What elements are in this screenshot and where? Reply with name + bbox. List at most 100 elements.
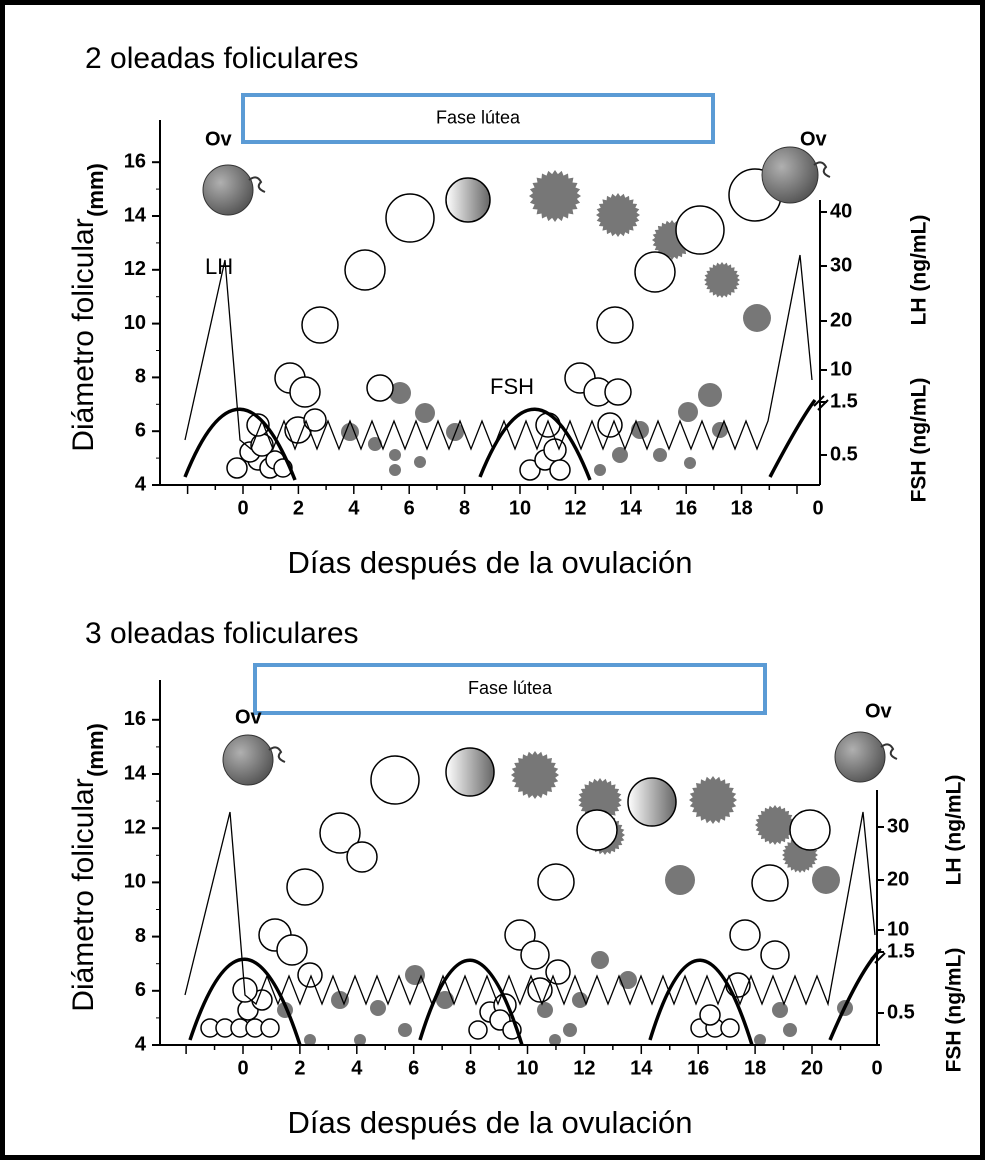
follicle	[385, 193, 435, 243]
panel: 2 oleadas foliculares Fase lútea Ov Ov LH FSH…	[67, 42, 931, 580]
x-tick-label: 14	[620, 497, 643, 519]
right-tick-label: 0.5	[830, 443, 858, 465]
follicle	[370, 755, 420, 805]
ovulation-mark	[880, 743, 898, 760]
right-tick-label: 20	[887, 868, 909, 890]
fsh-curve	[768, 398, 817, 478]
follicle	[675, 205, 725, 255]
fsh-curve	[478, 407, 592, 481]
x-tick-label: 6	[404, 497, 415, 519]
ovulation-label: Ov	[800, 128, 828, 150]
corpus-luteum	[596, 193, 640, 237]
ovulation-mark	[268, 746, 286, 763]
ovulating-follicle	[761, 146, 819, 204]
follicle	[535, 412, 561, 438]
right-tick-label: 40	[830, 200, 852, 222]
phase-box	[253, 663, 767, 715]
follicle	[246, 413, 270, 437]
regressing-follicle	[594, 464, 606, 476]
follicle	[545, 959, 571, 985]
x-tick-label: 10	[516, 1057, 538, 1079]
dominant-follicle	[627, 777, 677, 827]
y-tick-label: 14	[124, 762, 147, 784]
x-tick-label: 2	[294, 1057, 305, 1079]
x-tick-label: 8	[459, 497, 470, 519]
x-tick-label: 20	[801, 1057, 823, 1079]
regressing-follicle	[653, 448, 667, 462]
y-axis-unit: (mm)	[83, 723, 108, 777]
follicle	[260, 1018, 280, 1038]
y-tick-label: 16	[124, 708, 146, 730]
x-tick-label: 18	[744, 1057, 766, 1079]
follicle	[720, 1018, 740, 1038]
y-axis-unit: (mm)	[83, 163, 108, 217]
axis-break	[870, 948, 886, 964]
y-tick-label: 12	[124, 258, 146, 280]
follicle	[789, 809, 831, 851]
y-tick-label: 10	[124, 312, 146, 334]
regressing-follicle	[572, 992, 588, 1008]
x-tick-label: 4	[348, 497, 360, 519]
regressing-follicle	[304, 1034, 316, 1046]
lh-line	[184, 811, 876, 1007]
y-tick-label: 6	[135, 979, 146, 1001]
regressing-follicle	[368, 437, 382, 451]
follicle	[301, 306, 339, 344]
ovulating-follicle	[222, 734, 274, 786]
regressing-follicle	[812, 866, 840, 894]
right-tick-label: 10	[830, 358, 852, 380]
follicle	[596, 306, 634, 344]
ovulation-label: Ov	[235, 706, 263, 728]
regressing-follicle	[665, 865, 695, 895]
right-axis-label: LH (ng/mL)	[908, 215, 931, 326]
regressing-follicle	[370, 1000, 386, 1016]
follicle	[226, 457, 248, 479]
regressing-follicle	[783, 1023, 797, 1037]
x-tick-label: 12	[573, 1057, 595, 1079]
follicle	[297, 962, 323, 988]
regressing-follicle	[341, 423, 359, 441]
follicle	[549, 459, 571, 481]
right-tick-label: 30	[830, 254, 852, 276]
right-tick-label: 1.5	[830, 390, 858, 412]
y-tick-label: 8	[135, 366, 146, 388]
x-tick-label: 12	[564, 497, 586, 519]
follicle	[543, 438, 567, 462]
right-tick-label: 1.5	[887, 940, 915, 962]
x-tick-label: 4	[351, 1057, 363, 1079]
regressing-follicle	[389, 382, 411, 404]
panel: 3 oleadas foliculares Fase lútea Ov Ov 4 6 8 10…	[67, 617, 966, 1140]
follicle	[468, 1020, 488, 1040]
y-tick-label: 10	[124, 871, 146, 893]
x-tick-label: 0	[812, 497, 823, 519]
regressing-follicle	[415, 403, 435, 423]
corpus-luteum	[755, 805, 795, 845]
phase-box	[241, 93, 715, 144]
ovulating-follicle	[202, 164, 254, 216]
y-tick-label: 6	[135, 419, 146, 441]
x-tick-label: 8	[465, 1057, 476, 1079]
x-tick-label: 0	[237, 1057, 248, 1079]
x-tick-label: 10	[509, 497, 531, 519]
regressing-follicle	[619, 971, 637, 989]
regressing-follicle	[754, 1034, 766, 1046]
right-axis-label: FSH (ng/mL)	[908, 378, 931, 503]
regressing-follicle	[354, 1034, 366, 1046]
phase-label: Fase lútea	[468, 678, 553, 698]
regressing-follicle	[612, 447, 628, 463]
follicle	[276, 934, 308, 966]
regressing-follicle	[389, 449, 401, 461]
follicle	[303, 408, 327, 432]
follicle	[634, 251, 676, 293]
x-tick-label: 6	[408, 1057, 419, 1079]
x-tick-label: 14	[630, 1057, 653, 1079]
lh-line	[184, 254, 813, 451]
ovulating-follicle	[834, 731, 886, 783]
regressing-follicle	[398, 1023, 412, 1037]
x-tick-label: 16	[675, 497, 697, 519]
x-tick-label: 16	[687, 1057, 709, 1079]
regressing-follicle	[389, 464, 401, 476]
ovulation-label: Ov	[205, 128, 233, 150]
corpus-luteum	[529, 170, 581, 222]
follicle	[319, 812, 361, 854]
